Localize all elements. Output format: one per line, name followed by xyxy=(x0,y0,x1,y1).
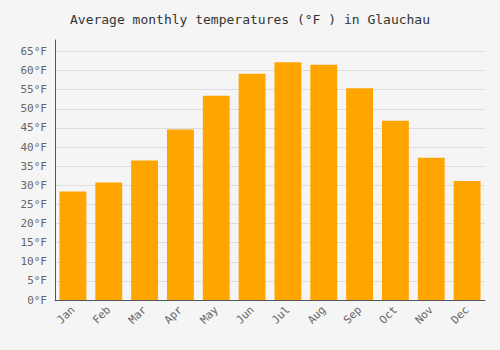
svg-text:60°F: 60°F xyxy=(21,64,48,77)
svg-text:45°F: 45°F xyxy=(21,121,48,134)
svg-text:Feb: Feb xyxy=(90,303,113,326)
svg-text:May: May xyxy=(198,303,221,326)
svg-text:Dec: Dec xyxy=(448,303,471,326)
svg-text:10°F: 10°F xyxy=(21,255,48,268)
svg-text:25°F: 25°F xyxy=(21,198,48,211)
svg-text:0°F: 0°F xyxy=(27,294,47,307)
svg-text:Nov: Nov xyxy=(413,303,436,326)
svg-text:Apr: Apr xyxy=(162,303,185,326)
svg-text:5°F: 5°F xyxy=(27,274,47,287)
svg-text:Jan: Jan xyxy=(54,303,77,326)
svg-text:Aug: Aug xyxy=(305,303,328,326)
svg-text:55°F: 55°F xyxy=(21,83,48,96)
svg-text:Jul: Jul xyxy=(269,303,292,326)
svg-text:65°F: 65°F xyxy=(21,45,48,58)
svg-text:Average monthly temperatures (: Average monthly temperatures (°F ) in Gl… xyxy=(70,12,430,27)
svg-text:Sep: Sep xyxy=(341,303,364,326)
svg-text:20°F: 20°F xyxy=(21,217,48,230)
svg-text:50°F: 50°F xyxy=(21,102,48,115)
svg-text:30°F: 30°F xyxy=(21,179,48,192)
svg-text:Oct: Oct xyxy=(377,303,400,326)
svg-text:40°F: 40°F xyxy=(21,141,48,154)
svg-text:35°F: 35°F xyxy=(21,160,48,173)
svg-text:15°F: 15°F xyxy=(21,236,48,249)
svg-text:Jun: Jun xyxy=(233,303,256,326)
svg-text:Mar: Mar xyxy=(126,303,149,326)
